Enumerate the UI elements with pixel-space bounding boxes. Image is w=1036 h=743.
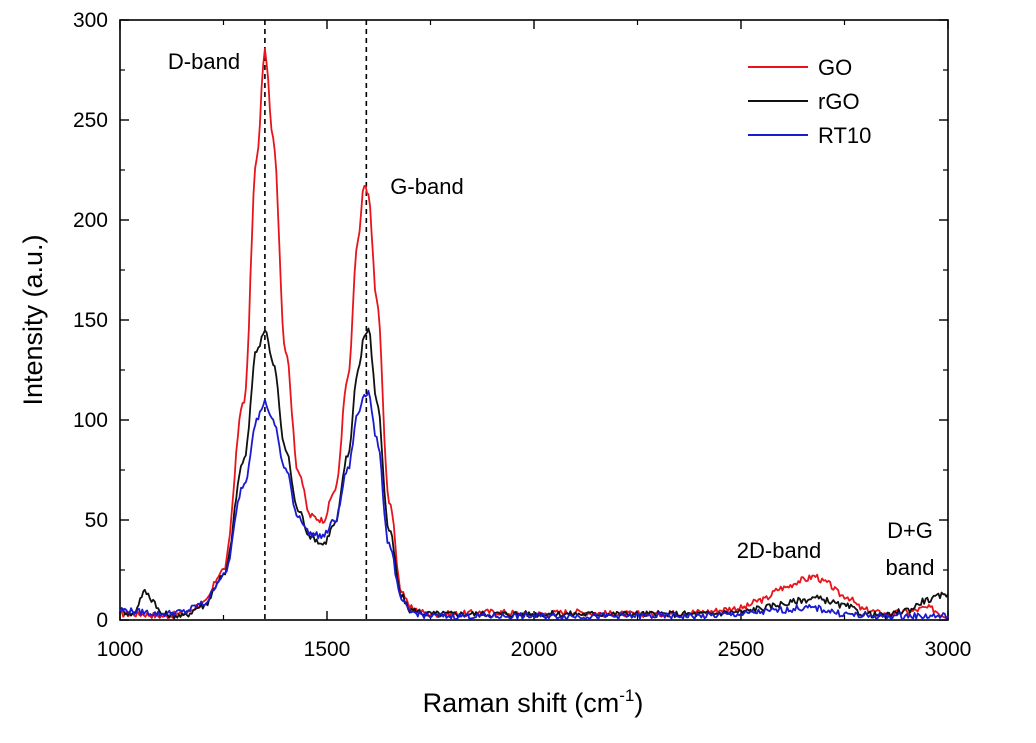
x-axis-title: Raman shift (cm-1): [423, 686, 644, 718]
series-group: [119, 48, 949, 621]
legend-label: rGO: [818, 89, 860, 114]
x-tick-label: 2000: [511, 638, 558, 661]
y-tick-label: 50: [85, 509, 108, 532]
x-tick-label: 1000: [97, 638, 144, 661]
x-tick-label: 3000: [925, 638, 972, 661]
y-tick-label: 300: [73, 9, 108, 32]
axes-group: 1000 1500 2000 2500 3000 0 50 100 150 200 250 300: [73, 9, 971, 661]
y-tick-label: 100: [73, 409, 108, 432]
annotations-group: D-band G-band 2D-band D+G band: [168, 49, 935, 580]
x-axis-title-sup: -1: [619, 686, 634, 705]
annotation-label: D+G: [887, 518, 933, 543]
annotation-label: D-band: [168, 49, 240, 74]
y-tick-label: 150: [73, 309, 108, 332]
y-tick-label: 250: [73, 109, 108, 132]
annotation-label: band: [886, 555, 935, 580]
y-tick-label: 0: [96, 609, 108, 632]
legend-label: GO: [818, 55, 852, 80]
series-line-rgo: [119, 327, 949, 620]
x-axis-title-end: ): [634, 688, 643, 718]
series-line-rt10: [119, 389, 949, 621]
legend-label: RT10: [818, 123, 871, 148]
annotation-label: 2D-band: [737, 538, 821, 563]
reference-lines: [264, 20, 368, 620]
x-axis-title-main: Raman shift (cm: [423, 688, 620, 718]
x-tick-label: 1500: [304, 638, 351, 661]
x-tick-label: 2500: [718, 638, 765, 661]
legend: GO rGO RT10: [748, 55, 871, 148]
y-axis-title: Intensity (a.u.): [18, 234, 48, 405]
annotation-label: G-band: [390, 174, 463, 199]
y-tick-label: 200: [73, 209, 108, 232]
